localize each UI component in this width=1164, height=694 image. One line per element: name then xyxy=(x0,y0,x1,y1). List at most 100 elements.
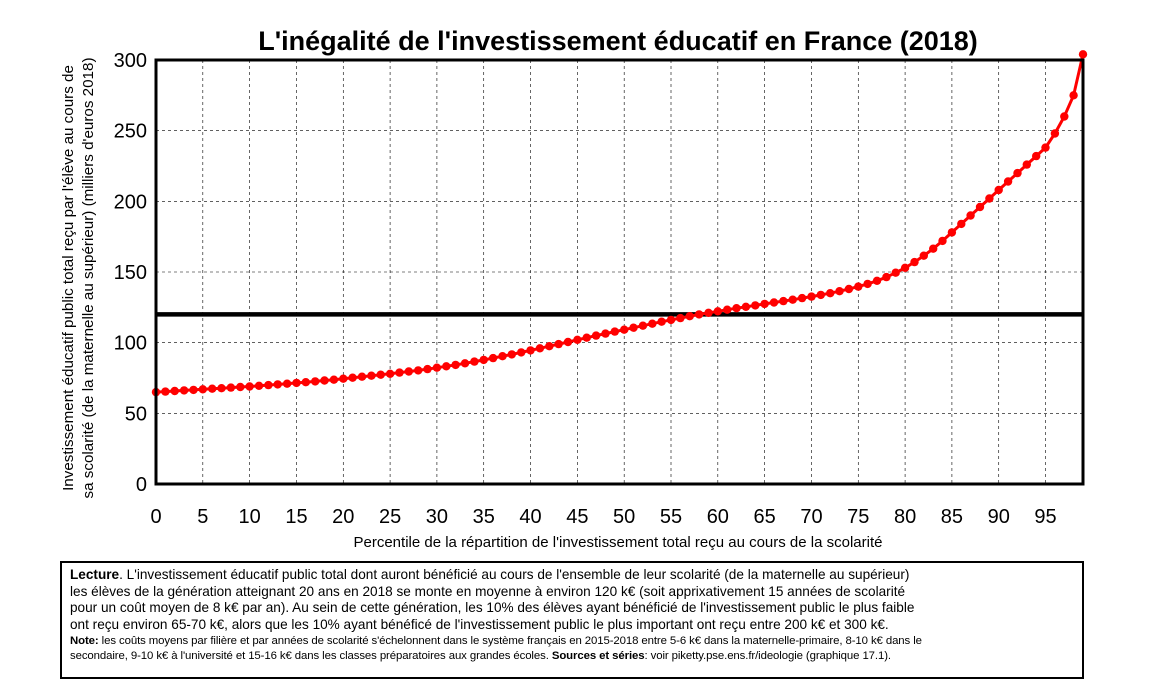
data-point xyxy=(919,251,928,260)
y-tick-label: 50 xyxy=(125,403,147,425)
x-tick-label: 80 xyxy=(894,506,916,528)
data-point xyxy=(311,377,320,386)
y-axis-label-line-1: Investissement éducatif public total reç… xyxy=(60,65,77,491)
data-point xyxy=(629,323,638,332)
data-point xyxy=(404,367,413,376)
data-point xyxy=(751,301,760,310)
plot-frame xyxy=(154,58,1085,486)
data-point xyxy=(835,287,844,296)
x-tick-label: 70 xyxy=(800,506,822,528)
x-tick-label: 10 xyxy=(239,506,261,528)
x-tick-label: 85 xyxy=(941,506,963,528)
x-tick-label: 65 xyxy=(754,506,776,528)
data-point xyxy=(1069,91,1078,100)
data-point xyxy=(498,352,507,361)
data-point xyxy=(854,282,863,291)
x-tick-label: 0 xyxy=(150,506,161,528)
data-point xyxy=(545,342,554,351)
data-point xyxy=(414,366,423,375)
data-point xyxy=(994,185,1003,195)
data-point xyxy=(844,284,854,294)
data-point xyxy=(1013,168,1022,178)
x-tick-label: 20 xyxy=(332,506,354,528)
data-point xyxy=(282,379,292,388)
data-point xyxy=(601,329,610,338)
data-point xyxy=(985,194,994,203)
x-tick-label: 15 xyxy=(285,506,307,528)
data-point xyxy=(1032,151,1041,161)
data-point xyxy=(376,370,385,379)
data-point xyxy=(666,315,676,325)
data-point xyxy=(1003,177,1013,186)
data-point xyxy=(254,381,264,390)
data-point xyxy=(826,289,835,298)
data-point xyxy=(807,292,816,301)
data-point xyxy=(442,362,451,371)
data-point xyxy=(179,386,189,395)
data-point xyxy=(470,357,479,366)
data-point xyxy=(367,371,376,380)
data-point xyxy=(357,372,367,381)
data-point xyxy=(779,296,788,306)
data-point xyxy=(217,384,226,393)
y-tick-label: 100 xyxy=(114,333,147,355)
data-point xyxy=(488,353,498,363)
data-point xyxy=(694,310,704,319)
data-point xyxy=(648,319,657,328)
y-tick-label: 150 xyxy=(114,262,147,284)
lecture-paragraph: Lecture. L'investissement éducatif publi… xyxy=(70,567,1074,633)
x-tick-label: 60 xyxy=(707,506,729,528)
data-point xyxy=(610,327,619,336)
data-point xyxy=(320,376,329,385)
data-point xyxy=(769,298,779,307)
data-point xyxy=(1050,129,1060,138)
x-tick-label: 50 xyxy=(613,506,635,528)
data-point xyxy=(582,333,591,342)
data-point xyxy=(554,339,563,349)
note-line: secondaire, 9-10 k€ à l'université et 15… xyxy=(70,650,552,662)
data-point xyxy=(535,344,545,353)
x-tick-label: 25 xyxy=(379,506,401,528)
data-point xyxy=(348,373,357,382)
data-point xyxy=(620,325,629,334)
data-point xyxy=(957,219,966,229)
data-point xyxy=(891,268,900,277)
x-tick-label: 30 xyxy=(426,506,448,528)
data-point xyxy=(329,375,339,384)
data-point xyxy=(460,359,470,368)
chart: L'inégalité de l'investissement éducatif… xyxy=(60,26,1088,551)
data-point xyxy=(975,202,985,212)
y-axis-label-line-2: sa scolarité (de la maternelle au supéri… xyxy=(80,57,97,498)
data-point xyxy=(161,387,170,396)
x-tick-label: 55 xyxy=(660,506,682,528)
data-point xyxy=(301,378,310,387)
x-axis-label: Percentile de la répartition de l'invest… xyxy=(354,534,883,551)
y-tick-label: 0 xyxy=(136,474,147,496)
y-tick-label: 200 xyxy=(114,191,147,213)
chart-title: L'inégalité de l'investissement éducatif… xyxy=(258,26,978,56)
data-point xyxy=(385,369,395,378)
y-tick-label: 300 xyxy=(114,50,147,72)
data-point xyxy=(264,380,273,390)
x-tick-label: 90 xyxy=(988,506,1010,528)
lecture-label: Lecture xyxy=(70,567,120,582)
series-line xyxy=(155,53,1085,394)
data-point xyxy=(479,355,488,365)
data-point xyxy=(816,290,825,300)
note-paragraph: Note: les coûts moyens par filière et pa… xyxy=(70,634,1074,664)
data-point xyxy=(788,295,797,304)
data-point xyxy=(198,385,207,394)
x-tick-label: 5 xyxy=(197,506,208,528)
data-point xyxy=(797,293,807,303)
data-point xyxy=(938,236,947,246)
data-point xyxy=(741,302,751,311)
data-point xyxy=(526,346,535,355)
data-point xyxy=(451,360,460,370)
data-point xyxy=(910,257,919,267)
data-point xyxy=(676,313,685,323)
data-point xyxy=(657,317,666,326)
data-point xyxy=(713,307,722,316)
data-point xyxy=(1022,160,1031,169)
y-tick-label: 250 xyxy=(114,121,147,143)
data-point xyxy=(929,244,938,253)
